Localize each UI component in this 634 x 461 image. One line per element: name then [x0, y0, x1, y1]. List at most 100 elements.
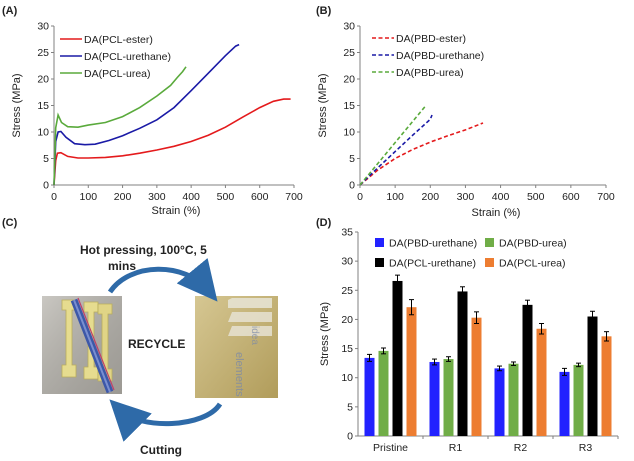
y-tick-label: 25 — [341, 285, 353, 297]
bar — [457, 291, 468, 436]
cutting-label: Cutting — [140, 443, 182, 457]
y-axis-label: Stress (MPa) — [11, 73, 23, 137]
bar — [429, 361, 440, 436]
x-tick-label: R2 — [514, 442, 528, 454]
y-tick-label: 35 — [341, 227, 353, 239]
x-tick-label: 300 — [457, 191, 475, 203]
bar — [392, 280, 403, 436]
y-tick-label: 10 — [37, 127, 49, 139]
series-line-1 — [53, 43, 240, 186]
y-tick-label: 0 — [347, 431, 353, 443]
y-tick-label: 20 — [37, 74, 49, 86]
chart-d: 0 5 10 15 20 25 30 35 Stress (MPa) Pristine R1 R2 R3… — [319, 227, 619, 454]
legend-swatch — [375, 258, 384, 267]
bar — [494, 368, 505, 436]
x-tick-label: R3 — [579, 442, 593, 454]
recycle-label: RECYCLE — [128, 337, 185, 351]
bar — [559, 371, 570, 436]
top-arrow — [107, 257, 218, 302]
bar — [587, 316, 598, 436]
legend-swatch — [485, 238, 494, 247]
series-line-0 — [53, 98, 291, 186]
y-tick-label: 5 — [347, 401, 353, 413]
bottom-arrow — [109, 399, 223, 442]
panel-label-a: (A) — [2, 5, 18, 17]
x-tick-label: 600 — [562, 191, 580, 203]
bar — [536, 328, 547, 436]
svg-text:idea: idea — [249, 326, 260, 345]
bar — [378, 350, 389, 436]
y-tick-label: 20 — [341, 314, 353, 326]
series-line-2 — [53, 66, 187, 186]
y-tick-label: 5 — [349, 153, 355, 165]
y-tick-label: 10 — [341, 372, 353, 384]
hot-pressing-label-line1: Hot pressing, 100°C, 5 — [80, 243, 207, 257]
x-tick-label: 100 — [80, 191, 98, 203]
y-tick-label: 15 — [343, 100, 355, 112]
photo-pressed-film: elements idea — [195, 296, 278, 398]
bar — [471, 317, 482, 436]
x-tick-label: 0 — [51, 191, 57, 203]
y-tick-label: 30 — [343, 21, 355, 33]
x-tick-label: 700 — [285, 191, 303, 203]
bar — [522, 304, 533, 436]
y-axis-label: Stress (MPa) — [317, 73, 329, 137]
x-tick-label: 400 — [492, 191, 510, 203]
x-tick-label: 200 — [114, 191, 132, 203]
x-tick-label: 100 — [386, 191, 404, 203]
x-tick-label: 0 — [357, 191, 363, 203]
legend-label: DA(PCL-ester) — [84, 34, 153, 46]
y-tick-label: 20 — [343, 74, 355, 86]
legend-swatch — [375, 238, 384, 247]
bar — [364, 357, 375, 436]
panel-label-b: (B) — [316, 5, 332, 17]
legend-label: DA(PCL-urethane) — [84, 51, 171, 63]
legend-label: DA(PBD-urea) — [499, 238, 567, 250]
x-tick-label: 300 — [148, 191, 166, 203]
hot-pressing-label-line2: mins — [108, 259, 136, 273]
series-line-0 — [359, 122, 484, 186]
legend-swatch — [485, 258, 494, 267]
bar — [573, 364, 584, 436]
panel-label-d: (D) — [316, 217, 332, 229]
legend-label: DA(PCL-urea) — [84, 68, 151, 80]
legend-label: DA(PBD-ester) — [396, 33, 466, 45]
y-tick-label: 0 — [43, 180, 49, 192]
x-axis-label: Strain (%) — [152, 205, 201, 217]
legend-label: DA(PBD-urethane) — [396, 50, 484, 62]
x-tick-label: 500 — [527, 191, 545, 203]
panel-label-c: (C) — [2, 217, 18, 229]
svg-text:elements: elements — [233, 352, 245, 397]
y-tick-label: 15 — [37, 100, 49, 112]
series-line-1 — [359, 114, 433, 186]
series-line-2 — [359, 106, 426, 186]
y-tick-label: 25 — [37, 47, 49, 59]
x-tick-label: R1 — [449, 442, 463, 454]
x-axis-label: Strain (%) — [472, 207, 521, 219]
y-tick-label: 10 — [343, 127, 355, 139]
y-axis-label: Stress (MPa) — [319, 302, 331, 366]
x-tick-label: 500 — [217, 191, 235, 203]
x-tick-label: 700 — [597, 191, 615, 203]
y-tick-label: 0 — [349, 180, 355, 192]
legend-label: DA(PCL-urea) — [499, 258, 566, 270]
x-tick-label: 600 — [251, 191, 269, 203]
y-tick-label: 30 — [341, 256, 353, 268]
y-tick-label: 15 — [341, 343, 353, 355]
legend-label: DA(PCL-urethane) — [389, 258, 476, 270]
photo-dogbone-samples — [42, 296, 122, 394]
x-tick-label: 400 — [182, 191, 200, 203]
y-tick-label: 5 — [43, 153, 49, 165]
legend-label: DA(PBD-urea) — [396, 67, 464, 79]
x-tick-label: Pristine — [373, 442, 408, 454]
bar — [443, 359, 454, 436]
bar — [601, 336, 612, 436]
x-tick-label: 200 — [422, 191, 440, 203]
y-tick-label: 25 — [343, 47, 355, 59]
y-tick-label: 30 — [37, 21, 49, 33]
legend-label: DA(PBD-urethane) — [389, 238, 477, 250]
bar — [406, 307, 417, 436]
